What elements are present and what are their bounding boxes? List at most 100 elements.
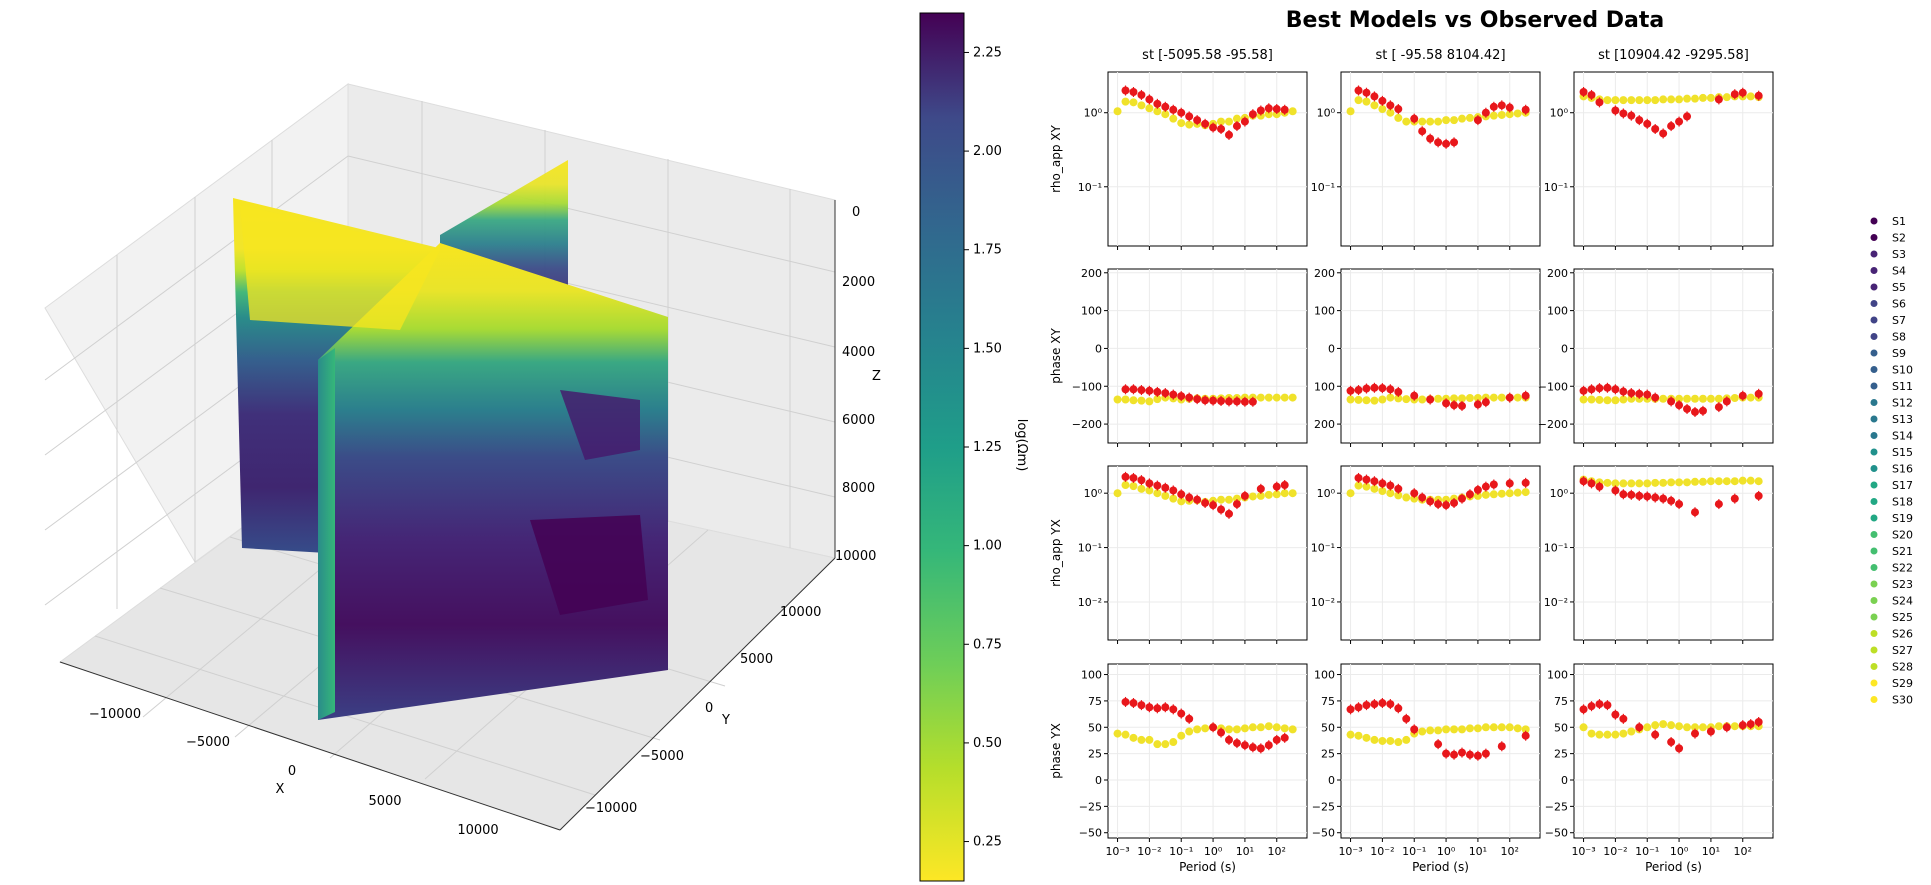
model-point bbox=[1288, 725, 1297, 734]
slice-xz-dark-blob-2 bbox=[560, 390, 640, 460]
observed-point bbox=[1442, 399, 1451, 408]
y-tick-label: −200 bbox=[1538, 418, 1568, 431]
x-tick-label: 10⁻² bbox=[1603, 845, 1627, 858]
model-point bbox=[1698, 723, 1707, 732]
model-point bbox=[1386, 489, 1395, 498]
panel-frame bbox=[1573, 663, 1774, 839]
legend-marker bbox=[1870, 432, 1878, 439]
y-tick-label: 200 bbox=[1547, 267, 1568, 280]
observed-point bbox=[1137, 476, 1146, 485]
model-point bbox=[1643, 96, 1652, 105]
response-panels: st [-5095.58 -95.58] st [ -95.58 8104.42]… bbox=[1049, 48, 1774, 874]
model-point bbox=[1224, 495, 1233, 504]
y-ticks: −10000 −5000 0 5000 10000 Y bbox=[585, 605, 821, 816]
observed-point bbox=[1256, 484, 1265, 493]
observed-point bbox=[1683, 112, 1692, 121]
observed-point bbox=[1153, 481, 1162, 490]
legend-marker bbox=[1870, 234, 1878, 241]
observed-point bbox=[1370, 477, 1379, 486]
observed-point bbox=[1473, 751, 1482, 760]
observed-point bbox=[1137, 701, 1146, 710]
model-point bbox=[1521, 488, 1530, 497]
observed-point bbox=[1145, 703, 1154, 712]
observed-point bbox=[1643, 390, 1652, 399]
observed-point bbox=[1240, 741, 1249, 750]
legend-label: S8 bbox=[1892, 331, 1906, 344]
observed-point bbox=[1370, 383, 1379, 392]
legend-marker bbox=[1870, 366, 1878, 373]
model-point bbox=[1113, 489, 1122, 498]
observed-point bbox=[1521, 731, 1530, 740]
observed-point bbox=[1145, 479, 1154, 488]
observed-point bbox=[1362, 384, 1371, 393]
y-tick-label: 100 bbox=[1081, 305, 1102, 318]
model-point bbox=[1683, 478, 1692, 487]
observed-point bbox=[1410, 391, 1419, 400]
observed-point bbox=[1579, 386, 1588, 395]
slice-xz-dark-blob bbox=[530, 515, 648, 615]
model-point bbox=[1370, 735, 1379, 744]
legend-label: S17 bbox=[1892, 479, 1913, 492]
observed-point bbox=[1145, 95, 1154, 104]
slice-yz-yellow-cap bbox=[240, 205, 440, 330]
model-3d-panel: −10000 −5000 0 5000 10000 X −10000 −5000… bbox=[44, 83, 881, 838]
observed-point bbox=[1706, 727, 1715, 736]
model-point bbox=[1256, 491, 1265, 500]
legend-marker bbox=[1870, 448, 1878, 456]
model-point bbox=[1643, 723, 1652, 732]
model-point bbox=[1201, 724, 1210, 733]
observed-point bbox=[1224, 509, 1233, 518]
observed-point bbox=[1264, 104, 1273, 113]
observed-point bbox=[1738, 721, 1747, 730]
y-tick-label: 75 bbox=[1088, 695, 1102, 708]
legend-label: S24 bbox=[1892, 595, 1913, 608]
x-axis-label: Period (s) bbox=[1412, 860, 1469, 874]
observed-point bbox=[1497, 742, 1506, 751]
panel-frame bbox=[1340, 663, 1541, 839]
y-tick-label: 75 bbox=[1554, 695, 1568, 708]
model-point bbox=[1418, 117, 1427, 126]
legend-label: S15 bbox=[1892, 446, 1913, 459]
model-point bbox=[1232, 725, 1241, 734]
y-tick-label: 10⁻² bbox=[1544, 596, 1568, 609]
observed-point bbox=[1457, 494, 1466, 503]
y-tick-label: 10⁻¹ bbox=[1078, 542, 1102, 555]
observed-point bbox=[1651, 730, 1660, 739]
observed-point bbox=[1386, 101, 1395, 110]
legend-marker bbox=[1870, 696, 1878, 703]
observed-point bbox=[1121, 86, 1130, 95]
model-point bbox=[1113, 729, 1122, 738]
model-point bbox=[1402, 117, 1411, 126]
observed-point bbox=[1587, 702, 1596, 711]
observed-point bbox=[1418, 127, 1427, 136]
model-point bbox=[1256, 723, 1265, 732]
column-title: st [10904.42 -9295.58] bbox=[1598, 48, 1749, 63]
observed-point bbox=[1595, 700, 1604, 709]
model-point bbox=[1473, 491, 1482, 500]
model-point bbox=[1354, 96, 1363, 105]
model-point bbox=[1746, 476, 1755, 485]
slice-xz-left-edge bbox=[318, 348, 335, 720]
panel-r1c2: 200 100 0 −100 −200 bbox=[1538, 267, 1774, 447]
observed-point bbox=[1272, 735, 1281, 744]
model-point bbox=[1434, 117, 1443, 126]
model-point bbox=[1659, 95, 1668, 104]
legend-label: S20 bbox=[1892, 529, 1913, 542]
observed-point bbox=[1217, 505, 1226, 514]
model-point bbox=[1161, 740, 1170, 749]
observed-point bbox=[1675, 500, 1684, 509]
x-tick-label: 5000 bbox=[368, 794, 401, 809]
observed-point bbox=[1683, 404, 1692, 413]
legend-marker bbox=[1870, 349, 1878, 357]
model-point bbox=[1370, 101, 1379, 110]
model-point bbox=[1153, 395, 1162, 404]
model-point bbox=[1362, 396, 1371, 405]
y-tick-label: 50 bbox=[1321, 721, 1335, 734]
x-axis-line bbox=[59, 661, 561, 831]
observed-point bbox=[1161, 389, 1170, 398]
model-point bbox=[1497, 393, 1506, 402]
observed-point bbox=[1587, 90, 1596, 99]
x-tick-label: 10² bbox=[1734, 845, 1752, 858]
model-point bbox=[1627, 479, 1636, 488]
model-point bbox=[1521, 725, 1530, 734]
